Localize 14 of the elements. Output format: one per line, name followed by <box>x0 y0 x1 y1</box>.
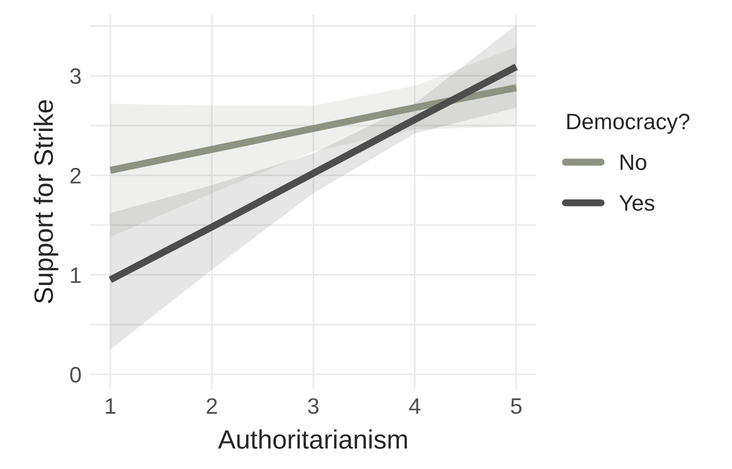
y-tick-label: 2 <box>70 168 81 184</box>
x-tick-label: 3 <box>308 398 318 414</box>
x-tick-label: 2 <box>206 398 217 414</box>
x-axis-title: Authoritarianism <box>218 429 407 449</box>
legend-label: Yes <box>619 195 654 211</box>
x-tick-label: 1 <box>106 398 116 414</box>
y-tick-label: 3 <box>70 68 81 84</box>
legend-label: No <box>620 154 646 170</box>
y-tick-label: 0 <box>70 366 81 383</box>
y-axis-title: Support for Strike <box>34 100 58 304</box>
x-tick-label: 4 <box>409 398 420 414</box>
x-tick-label: 5 <box>510 398 522 414</box>
legend-title: Democracy? <box>567 114 690 134</box>
y-tick-label: 1 <box>71 268 81 283</box>
